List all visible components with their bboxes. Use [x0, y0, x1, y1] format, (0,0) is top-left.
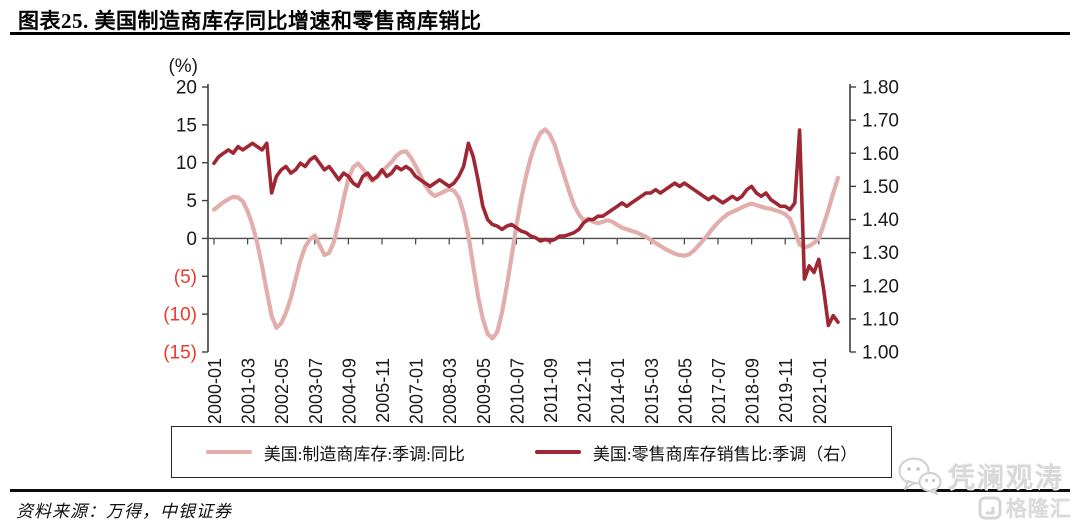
- left-axis-tick-label: (5): [174, 267, 197, 288]
- right-axis-tick-label: 1.00: [862, 343, 899, 364]
- x-axis-tick-label: 2009-05: [474, 358, 494, 424]
- right-axis-tick-label: 1.20: [862, 276, 899, 297]
- x-axis-tick-label: 2012-11: [575, 358, 595, 423]
- left-axis-tick-label: 5: [186, 191, 197, 212]
- series-line-0: [211, 127, 841, 341]
- x-axis-tick-label: 2015-03: [642, 358, 662, 424]
- chart-legend: 美国:制造商库存:季调:同比 美国:零售商库存销售比:季调（右）: [171, 426, 892, 478]
- x-axis-tick-label: 2021-01: [810, 358, 830, 424]
- chart-series: [211, 127, 841, 341]
- left-axis-tick-label: 10: [176, 153, 197, 174]
- left-axis-tick-label: 0: [186, 229, 197, 250]
- legend-item-0: 美国:制造商库存:季调:同比: [205, 440, 465, 465]
- x-axis-tick-label: 2017-07: [709, 358, 729, 424]
- left-axis-tick-label: (10): [163, 305, 197, 326]
- x-axis-tick-label: 2010-07: [507, 358, 527, 424]
- gelonghui-logo-icon: [978, 496, 1002, 520]
- series-line-1: [212, 128, 840, 328]
- right-axis-tick-label: 1.50: [862, 177, 899, 198]
- legend-label: 美国:制造商库存:季调:同比: [263, 444, 465, 464]
- chart-axis-labels: (%)20 15 10 5 0 (5) (10) (15) 1.80 1.70 1.60 1.50 1.…: [163, 56, 899, 424]
- x-axis-tick-label: 2011-09: [541, 358, 561, 423]
- right-axis-tick-label: 1.60: [862, 144, 899, 165]
- gelonghui-logo-text: 格隆汇: [1006, 497, 1072, 521]
- x-axis-tick-label: 2002-05: [272, 358, 292, 424]
- chart-axes: [202, 84, 856, 353]
- wechat-icon: [898, 457, 942, 495]
- right-axis-tick-label: 1.70: [862, 111, 899, 132]
- left-axis-tick-label: 15: [176, 115, 197, 136]
- footer-divider: [10, 489, 1070, 492]
- right-axis-tick-label: 1.30: [862, 243, 899, 264]
- wechat-watermark: 凭澜观涛: [898, 456, 1064, 495]
- x-axis-tick-label: 2003-07: [306, 358, 326, 424]
- x-axis-tick-label: 2007-01: [407, 358, 427, 424]
- x-axis-tick-label: 2019-11: [776, 358, 796, 423]
- x-axis-tick-label: 2014-01: [608, 358, 628, 424]
- left-axis-tick-label: 20: [176, 78, 197, 99]
- data-source-note: 资料来源：万得，中银证券: [16, 502, 232, 521]
- right-axis-tick-label: 1.80: [862, 78, 899, 99]
- right-axis-tick-label: 1.10: [862, 309, 899, 330]
- x-axis-tick-label: 2005-11: [373, 358, 393, 423]
- x-axis-tick-label: 2008-03: [440, 358, 460, 424]
- legend-label: 美国:零售商库存销售比:季调（右）: [592, 444, 858, 464]
- x-axis-tick-label: 2001-03: [239, 358, 259, 424]
- wechat-account-name: 凭澜观涛: [948, 463, 1064, 493]
- left-axis-tick-label: (15): [163, 343, 197, 364]
- title-underline: [10, 32, 1070, 35]
- line-chart: (%)20 15 10 5 0 (5) (10) (15) 1.80 1.70 1.60 1.50 1.…: [163, 56, 899, 424]
- x-axis-tick-label: 2004-09: [339, 358, 359, 424]
- left-axis-unit-label: (%): [168, 56, 198, 77]
- legend-line-swatch: [205, 450, 252, 454]
- right-axis-tick-label: 1.40: [862, 210, 899, 231]
- legend-item-1: 美国:零售商库存销售比:季调（右）: [534, 440, 858, 465]
- x-axis-tick-label: 2000-01: [205, 358, 225, 424]
- x-axis-tick-label: 2016-05: [675, 358, 695, 424]
- legend-line-swatch: [534, 450, 581, 454]
- x-axis-tick-label: 2018-09: [743, 358, 763, 424]
- figure-title: 图表25. 美国制造商库存同比增速和零售商库销比: [18, 9, 482, 33]
- gelonghui-watermark: 格隆汇: [978, 493, 1072, 523]
